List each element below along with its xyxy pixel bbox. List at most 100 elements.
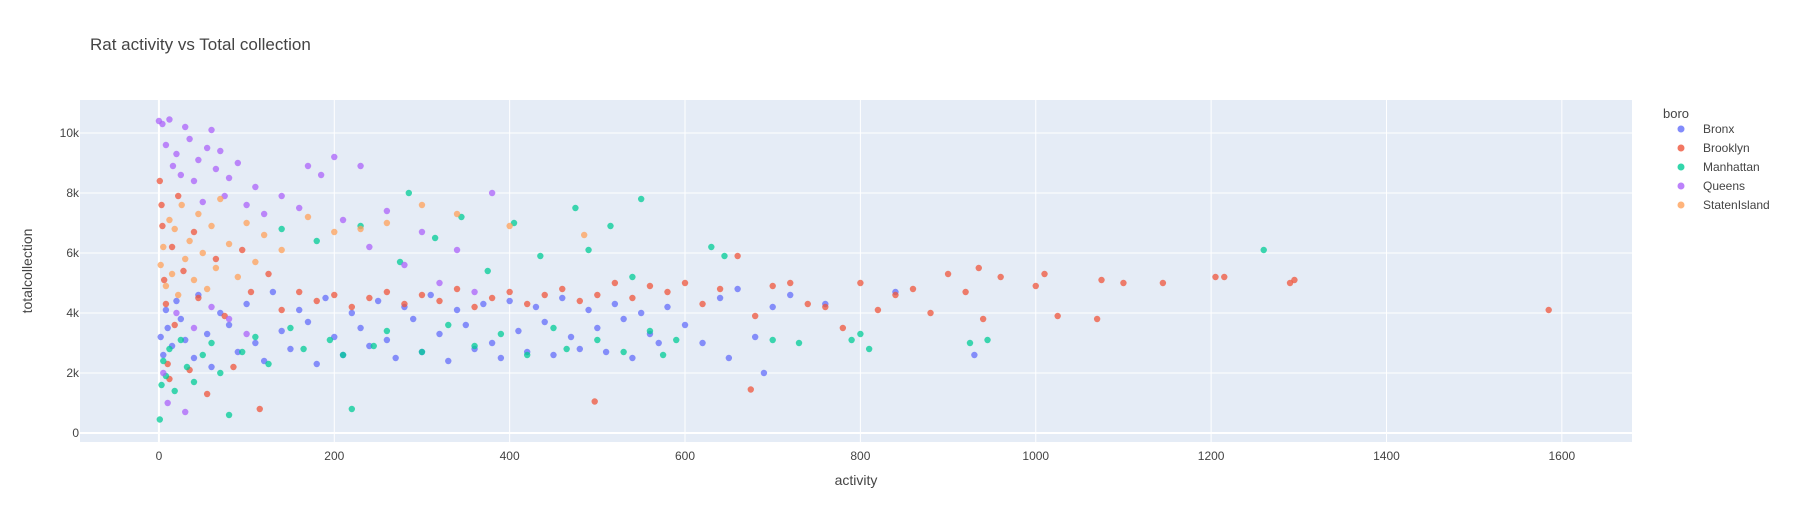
data-point[interactable] xyxy=(199,249,206,257)
data-point[interactable] xyxy=(453,306,461,314)
data-point[interactable] xyxy=(247,288,255,296)
data-point[interactable] xyxy=(160,369,167,377)
data-point[interactable] xyxy=(646,282,654,290)
data-point[interactable] xyxy=(1159,279,1167,287)
data-point[interactable] xyxy=(602,348,610,356)
data-point[interactable] xyxy=(681,321,689,329)
data-point[interactable] xyxy=(585,246,592,254)
data-point[interactable] xyxy=(322,294,329,302)
data-point[interactable] xyxy=(243,201,250,209)
data-point[interactable] xyxy=(287,345,294,353)
data-point[interactable] xyxy=(659,351,667,359)
data-point[interactable] xyxy=(975,264,982,272)
data-point[interactable] xyxy=(909,285,917,293)
data-point[interactable] xyxy=(287,324,294,332)
data-point[interactable] xyxy=(177,315,185,323)
data-point[interactable] xyxy=(1291,276,1298,284)
data-point[interactable] xyxy=(1221,273,1228,281)
data-point[interactable] xyxy=(230,363,237,371)
data-point[interactable] xyxy=(1260,246,1267,254)
data-point[interactable] xyxy=(997,273,1004,281)
data-point[interactable] xyxy=(787,279,794,287)
data-point[interactable] xyxy=(156,416,163,423)
data-point[interactable] xyxy=(1120,279,1127,287)
data-point[interactable] xyxy=(716,285,724,293)
data-point[interactable] xyxy=(186,135,193,143)
data-point[interactable] xyxy=(158,381,165,389)
data-point[interactable] xyxy=(156,177,163,185)
data-point[interactable] xyxy=(168,270,176,278)
data-point[interactable] xyxy=(392,354,399,362)
data-point[interactable] xyxy=(313,297,320,305)
data-point[interactable] xyxy=(182,408,189,416)
data-point[interactable] xyxy=(169,162,177,170)
data-point[interactable] xyxy=(576,345,583,353)
data-point[interactable] xyxy=(357,162,364,170)
data-point[interactable] xyxy=(629,273,636,281)
data-point[interactable] xyxy=(265,270,272,278)
data-point[interactable] xyxy=(857,330,864,338)
data-point[interactable] xyxy=(339,351,347,359)
data-point[interactable] xyxy=(339,216,347,224)
data-point[interactable] xyxy=(269,288,277,296)
data-point[interactable] xyxy=(418,201,426,209)
data-point[interactable] xyxy=(357,324,364,332)
data-point[interactable] xyxy=(874,306,882,314)
data-point[interactable] xyxy=(541,318,548,326)
data-point[interactable] xyxy=(506,297,513,305)
data-point[interactable] xyxy=(1054,312,1061,320)
data-point[interactable] xyxy=(366,342,373,350)
data-point[interactable] xyxy=(173,297,180,305)
data-point[interactable] xyxy=(190,276,198,284)
data-point[interactable] xyxy=(177,171,185,179)
data-point[interactable] xyxy=(370,342,377,350)
data-point[interactable] xyxy=(760,369,768,377)
data-point[interactable] xyxy=(199,198,206,206)
data-point[interactable] xyxy=(637,309,645,317)
data-point[interactable] xyxy=(190,354,198,362)
data-point[interactable] xyxy=(348,309,356,317)
data-point[interactable] xyxy=(646,327,654,335)
data-point[interactable] xyxy=(208,363,215,371)
data-point[interactable] xyxy=(804,300,811,308)
data-point[interactable] xyxy=(594,291,601,299)
data-point[interactable] xyxy=(331,228,338,236)
data-point[interactable] xyxy=(839,324,847,332)
data-point[interactable] xyxy=(769,282,776,290)
data-point[interactable] xyxy=(166,216,173,224)
data-point[interactable] xyxy=(212,255,220,263)
data-point[interactable] xyxy=(313,360,320,368)
data-point[interactable] xyxy=(212,264,220,272)
data-point[interactable] xyxy=(453,285,461,293)
data-point[interactable] xyxy=(734,252,741,260)
data-point[interactable] xyxy=(225,411,233,419)
data-point[interactable] xyxy=(484,267,491,275)
data-point[interactable] xyxy=(523,300,531,308)
legend-item-bronx[interactable]: Bronx xyxy=(1677,122,1735,136)
data-point[interactable] xyxy=(225,315,233,323)
data-point[interactable] xyxy=(234,273,242,281)
data-point[interactable] xyxy=(664,288,671,296)
data-point[interactable] xyxy=(725,354,733,362)
data-point[interactable] xyxy=(182,123,189,131)
data-point[interactable] xyxy=(453,246,461,254)
data-point[interactable] xyxy=(523,351,531,359)
data-point[interactable] xyxy=(243,330,250,338)
data-point[interactable] xyxy=(506,288,513,296)
data-point[interactable] xyxy=(681,279,689,287)
data-point[interactable] xyxy=(160,276,168,284)
data-point[interactable] xyxy=(927,309,934,317)
data-point[interactable] xyxy=(436,297,443,305)
data-point[interactable] xyxy=(304,318,312,326)
data-point[interactable] xyxy=(550,351,557,359)
data-point[interactable] xyxy=(471,303,478,311)
data-point[interactable] xyxy=(278,225,285,233)
legend-item-brooklyn[interactable]: Brooklyn xyxy=(1677,141,1750,155)
data-point[interactable] xyxy=(1041,270,1048,278)
data-point[interactable] xyxy=(178,201,185,209)
data-point[interactable] xyxy=(971,351,978,359)
data-point[interactable] xyxy=(497,330,505,338)
data-points[interactable] xyxy=(155,116,1552,423)
data-point[interactable] xyxy=(252,183,259,191)
data-point[interactable] xyxy=(278,192,285,200)
